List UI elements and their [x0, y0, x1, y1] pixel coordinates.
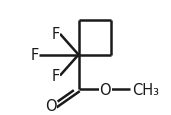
Text: F: F: [51, 27, 60, 42]
Text: O: O: [99, 82, 111, 97]
Text: CH₃: CH₃: [132, 82, 159, 97]
Text: F: F: [30, 48, 39, 63]
Text: F: F: [51, 68, 60, 83]
Text: O: O: [45, 98, 56, 113]
